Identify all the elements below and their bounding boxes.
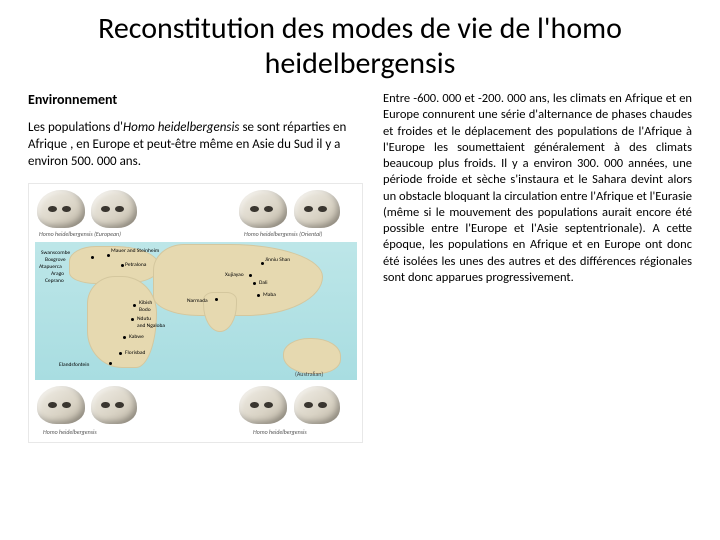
- map-site-label: Jinniu Shan: [265, 257, 290, 263]
- skull-caption: Homo heidelbergensis (European): [39, 230, 121, 238]
- section-heading: Environnement: [28, 91, 363, 108]
- map-site-label: Xujiayao: [225, 272, 244, 278]
- landmass: [283, 338, 341, 374]
- map-site-dot: [253, 282, 256, 285]
- map-site-dot: [261, 262, 264, 265]
- left-column: Environnement Les populations d'Homo hei…: [28, 91, 363, 443]
- figure-composite: Homo heidelbergensis (European) Homo hei…: [28, 183, 363, 443]
- skull-image: [37, 190, 85, 228]
- body-paragraph: Entre -600. 000 et -200. 000 ans, les cl…: [383, 91, 692, 286]
- skull-caption: Homo heidelbergensis (Oriental): [244, 230, 322, 238]
- skull-image: [91, 190, 137, 228]
- intro-text-pre: Les populations d': [28, 120, 123, 135]
- skull-image: [294, 386, 340, 424]
- map-site-dot: [257, 294, 260, 297]
- map-site-label: Ceprano: [45, 278, 64, 284]
- landmass: [87, 276, 157, 368]
- map-site-dot: [91, 256, 94, 259]
- skull-image: [37, 386, 85, 424]
- map-site-dot: [123, 336, 126, 339]
- map-site-label: Arago: [51, 271, 64, 277]
- skull-image: [294, 190, 340, 228]
- map-site-label: Dali: [259, 280, 268, 286]
- skull-image: [239, 386, 287, 424]
- map-site-dot: [131, 318, 134, 321]
- two-column-layout: Environnement Les populations d'Homo hei…: [28, 91, 692, 443]
- map-site-dot: [133, 304, 136, 307]
- skull-image: [91, 386, 137, 424]
- map-site-label: Kibish: [139, 300, 152, 306]
- world-map: Swanscombe Boxgrove Atapuerca Arago Cepr…: [35, 242, 357, 380]
- map-site-label: Atapuerca: [39, 264, 62, 270]
- map-site-label: Maba: [263, 292, 276, 298]
- skull-image: [239, 190, 287, 228]
- map-site-label: Boxgrove: [45, 257, 66, 263]
- map-site-label: Mauer and Steinheim: [111, 248, 159, 254]
- map-site-label: and Ngaloba: [137, 323, 165, 329]
- map-site-label: Petralona: [125, 262, 146, 268]
- skull-caption: Homo heidelbergensis: [253, 428, 307, 436]
- species-name: Homo heidelbergensis: [123, 120, 239, 135]
- map-site-label: Bodo: [139, 307, 151, 313]
- map-site-dot: [119, 352, 122, 355]
- page-title: Reconstitution des modes de vie de l'hom…: [28, 12, 692, 81]
- intro-paragraph: Les populations d'Homo heidelbergensis s…: [28, 120, 363, 171]
- map-site-dot: [249, 274, 252, 277]
- map-site-label: Kabwe: [129, 334, 144, 340]
- landmass: [203, 292, 237, 332]
- map-site-label: Narmada: [187, 298, 208, 304]
- map-site-dot: [215, 298, 218, 301]
- skull-caption: Homo heidelbergensis: [43, 428, 97, 436]
- map-site-label: Swanscombe: [41, 250, 70, 256]
- map-site-dot: [107, 254, 110, 257]
- map-site-dot: [109, 362, 112, 365]
- map-region-label: (Australian): [295, 370, 323, 378]
- map-site-label: Elandsfontein: [59, 362, 89, 368]
- map-site-label: Ndutu: [137, 316, 151, 322]
- right-column: Entre -600. 000 et -200. 000 ans, les cl…: [383, 91, 692, 443]
- map-site-dot: [121, 264, 124, 267]
- landmass: [153, 244, 323, 316]
- map-site-label: Florisbad: [125, 350, 145, 356]
